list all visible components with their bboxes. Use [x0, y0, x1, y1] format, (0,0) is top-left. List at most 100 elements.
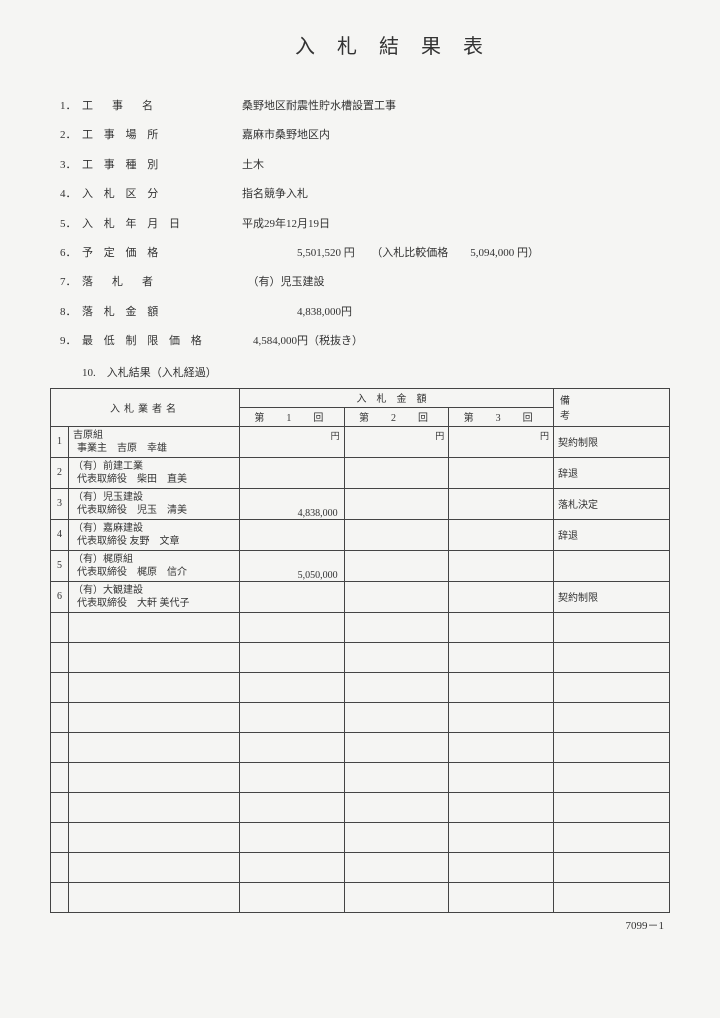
- bidder-name: （有）前建工業: [73, 460, 235, 473]
- empty-cell: [344, 882, 449, 912]
- bidder-rep: 代表取締役 大軒 美代子: [73, 597, 235, 610]
- table-row: [51, 882, 670, 912]
- page-content: 入札結果表 1．工 事 名桑野地区耐震性貯水槽設置工事 2．工 事 場 所嘉麻市桑…: [50, 30, 670, 933]
- info-num: 7．: [60, 275, 82, 290]
- bidder-rep: 代表取締役 児玉 清美: [73, 504, 235, 517]
- empty-cell: [51, 732, 69, 762]
- header-bidder: 入札業者名: [51, 388, 240, 426]
- info-row: 5．入 札 年 月 日平成29年12月19日: [60, 217, 670, 232]
- empty-cell: [449, 852, 554, 882]
- empty-cell: [344, 732, 449, 762]
- info-value: 桑野地区耐震性貯水槽設置工事: [242, 99, 670, 114]
- empty-cell: [240, 732, 345, 762]
- bidder-cell: 吉原組事業主 吉原 幸雄: [69, 426, 240, 457]
- info-list: 1．工 事 名桑野地区耐震性貯水槽設置工事 2．工 事 場 所嘉麻市桑野地区内 3．…: [60, 99, 670, 350]
- empty-cell: [554, 732, 670, 762]
- bidder-cell: （有）梶原組代表取締役 梶原 信介: [69, 550, 240, 581]
- bidder-rep: 代表取締役 友野 文章: [73, 535, 235, 548]
- info-label: 入 札 区 分: [82, 187, 242, 202]
- empty-cell: [69, 612, 240, 642]
- info-row: 7．落 札 者 （有）児玉建設: [60, 275, 670, 290]
- table-row: [51, 762, 670, 792]
- bidder-cell: （有）大観建設代表取締役 大軒 美代子: [69, 581, 240, 612]
- empty-cell: [240, 882, 345, 912]
- empty-cell: [51, 612, 69, 642]
- item-10-label: 10. 入札結果（入札経過）: [82, 364, 670, 380]
- empty-cell: [240, 792, 345, 822]
- table-row: 3（有）児玉建設代表取締役 児玉 清美4,838,000落札決定: [51, 488, 670, 519]
- empty-cell: [449, 732, 554, 762]
- empty-cell: [69, 702, 240, 732]
- table-row: [51, 642, 670, 672]
- empty-cell: [344, 672, 449, 702]
- empty-cell: [69, 732, 240, 762]
- row-number: 3: [51, 488, 69, 519]
- table-row: [51, 702, 670, 732]
- empty-cell: [51, 822, 69, 852]
- bidder-rep: 代表取締役 梶原 信介: [73, 566, 235, 579]
- info-value: 嘉麻市桑野地区内: [242, 128, 670, 143]
- empty-cell: [554, 642, 670, 672]
- info-value: 4,838,000円: [242, 305, 670, 320]
- table-body: 1吉原組事業主 吉原 幸雄円円円契約制限2（有）前建工業代表取締役 柴田 直美辞…: [51, 426, 670, 912]
- bidder-name: （有）大観建設: [73, 584, 235, 597]
- info-value: 4,584,000円（税抜き）: [242, 334, 670, 349]
- info-label: 最 低 制 限 価 格: [82, 334, 242, 349]
- info-label: 工 事 名: [82, 99, 242, 114]
- amount-round1: [240, 457, 345, 488]
- amount-round3: [449, 457, 554, 488]
- table-row: 4 （有）嘉麻建設代表取締役 友野 文章 辞退: [51, 519, 670, 550]
- empty-cell: [69, 642, 240, 672]
- info-num: 3．: [60, 158, 82, 173]
- empty-cell: [449, 762, 554, 792]
- empty-cell: [51, 672, 69, 702]
- amount-round1: 4,838,000: [240, 488, 345, 519]
- remarks-cell: 契約制限: [554, 581, 670, 612]
- amount-round3: [449, 519, 554, 550]
- amount-round2: 円: [344, 426, 449, 457]
- empty-cell: [51, 852, 69, 882]
- remarks-cell: 辞退: [554, 519, 670, 550]
- bid-result-table: 入札業者名 入札金額 備考 第 1 回 第 2 回 第 3 回 1吉原組事業主 …: [50, 388, 670, 913]
- document-title: 入札結果表: [50, 30, 670, 59]
- amount-round1: [240, 519, 345, 550]
- yen-label: 円: [331, 429, 340, 442]
- empty-cell: [449, 792, 554, 822]
- empty-cell: [240, 612, 345, 642]
- remarks-cell: 落札決定: [554, 488, 670, 519]
- empty-cell: [449, 672, 554, 702]
- empty-cell: [344, 792, 449, 822]
- empty-cell: [554, 612, 670, 642]
- page-footer: 7099－1: [50, 917, 670, 933]
- empty-cell: [240, 702, 345, 732]
- info-num: 4．: [60, 187, 82, 202]
- info-num: 5．: [60, 217, 82, 232]
- row-number: 6: [51, 581, 69, 612]
- bidder-cell: （有）前建工業代表取締役 柴田 直美: [69, 457, 240, 488]
- row-number: 2: [51, 457, 69, 488]
- empty-cell: [554, 882, 670, 912]
- empty-cell: [344, 642, 449, 672]
- info-row: 1．工 事 名桑野地区耐震性貯水槽設置工事: [60, 99, 670, 114]
- amount-round1: 円: [240, 426, 345, 457]
- empty-cell: [51, 702, 69, 732]
- table-row: 2（有）前建工業代表取締役 柴田 直美辞退: [51, 457, 670, 488]
- row-number: 4: [51, 519, 69, 550]
- empty-cell: [449, 612, 554, 642]
- amount-round3: 円: [449, 426, 554, 457]
- row-number: 5: [51, 550, 69, 581]
- info-label: 工 事 場 所: [82, 128, 242, 143]
- info-row: 9．最 低 制 限 価 格 4,584,000円（税抜き）: [60, 334, 670, 349]
- info-num: 2．: [60, 128, 82, 143]
- table-row: [51, 822, 670, 852]
- amount-round1: 5,050,000: [240, 550, 345, 581]
- amount-round2: [344, 457, 449, 488]
- bidder-name: （有）嘉麻建設: [73, 522, 235, 535]
- header-remarks: 備考: [554, 388, 670, 426]
- amount-round3: [449, 581, 554, 612]
- empty-cell: [554, 762, 670, 792]
- table-row: 1吉原組事業主 吉原 幸雄円円円契約制限: [51, 426, 670, 457]
- table-row: [51, 612, 670, 642]
- empty-cell: [240, 642, 345, 672]
- remarks-cell: [554, 550, 670, 581]
